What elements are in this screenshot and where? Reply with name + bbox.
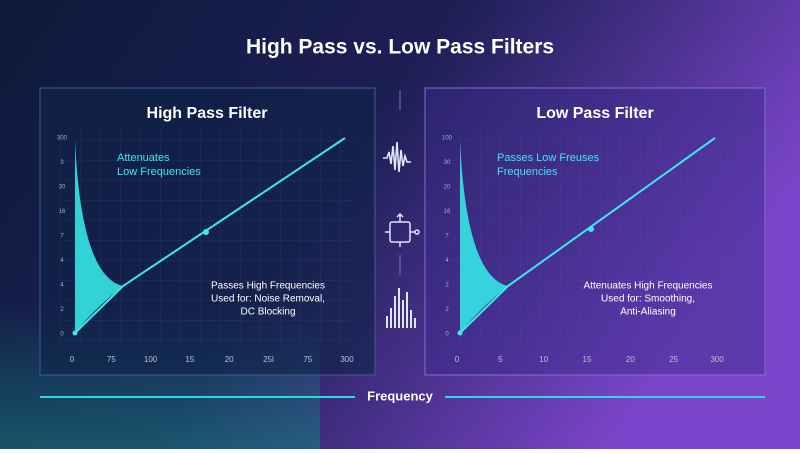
x-tick-label: 25l xyxy=(263,355,274,364)
y-tick-label: 4 xyxy=(60,258,64,264)
title: High Pass vs. Low Pass Filters xyxy=(246,36,554,59)
y-tick-label: 30 xyxy=(59,185,66,191)
x-tick-label: 10 xyxy=(539,355,548,364)
note: Used for: Noise Removal, xyxy=(211,294,325,305)
note: Passes Low Freuses xyxy=(497,152,600,164)
y-tick-label: 0 xyxy=(445,332,449,338)
response-curve xyxy=(74,137,346,334)
note: Frequencies xyxy=(497,166,558,178)
y-tick-label: 4 xyxy=(60,283,64,289)
y-tick-label: 2 xyxy=(445,283,449,289)
y-tick-label: 16 xyxy=(444,209,451,215)
x-tick-label: 100 xyxy=(144,355,158,364)
y-tick-label: 7 xyxy=(60,234,64,240)
x-tick-label: 20 xyxy=(626,355,635,364)
y-tick-label: 100 xyxy=(442,136,453,142)
y-tick-label: 300 xyxy=(57,136,68,142)
x-tick-label: 0 xyxy=(70,355,75,364)
x-tick-label: 20 xyxy=(225,355,234,364)
x-tick-label: 15 xyxy=(185,355,194,364)
x-tick-label: 75 xyxy=(303,355,312,364)
bars-icon xyxy=(386,288,416,328)
panel-title: High Pass Filter xyxy=(147,105,268,122)
x-tick-label: 300 xyxy=(340,355,354,364)
note: Anti-Aliasing xyxy=(620,307,676,318)
circuit-icon xyxy=(385,212,420,247)
y-tick-label: 0 xyxy=(60,332,64,338)
note: Attenuates High Frequencies xyxy=(584,281,713,292)
x-tick-label: 0 xyxy=(455,355,460,364)
y-tick-label: 30 xyxy=(444,160,451,166)
axis-label: Frequency xyxy=(367,388,434,403)
curve-point xyxy=(588,226,594,232)
y-tick-label: 3 xyxy=(60,160,64,166)
x-tick-label: 300 xyxy=(710,355,724,364)
y-tick-label: 20 xyxy=(444,185,451,191)
curve-point xyxy=(457,330,463,336)
curve-point xyxy=(203,229,209,235)
y-tick-label: 16 xyxy=(59,209,66,215)
x-tick-label: 25 xyxy=(669,355,678,364)
y-tick-label: 2 xyxy=(445,307,449,313)
x-tick-label: 75 xyxy=(107,355,116,364)
y-tick-label: 2 xyxy=(60,307,64,313)
x-tick-label: 15 xyxy=(583,355,592,364)
note: DC Blocking xyxy=(240,307,295,318)
grid xyxy=(445,130,745,345)
response-curve xyxy=(459,137,716,334)
fill-region xyxy=(460,140,508,333)
fill-region xyxy=(75,140,123,333)
grid xyxy=(60,130,355,345)
note: Used for: Smoothing, xyxy=(601,294,695,305)
note: Low Frequencies xyxy=(117,166,201,178)
y-tick-label: 4 xyxy=(445,258,449,264)
x-tick-label: 5 xyxy=(498,355,503,364)
note: Passes High Frequencies xyxy=(211,281,325,292)
y-tick-label: 7 xyxy=(445,234,449,240)
wave-icon xyxy=(383,141,411,173)
curve-point xyxy=(72,330,78,336)
panel-title: Low Pass Filter xyxy=(536,105,653,122)
note: Attenuates xyxy=(117,152,170,164)
